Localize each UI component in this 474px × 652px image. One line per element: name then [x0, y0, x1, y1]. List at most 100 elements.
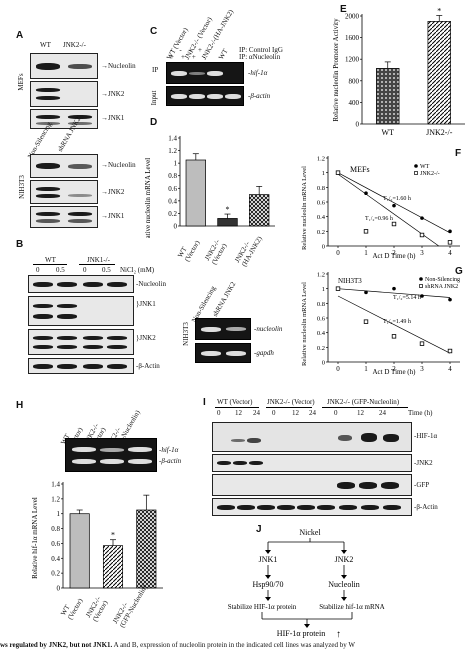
time-label: 12 — [235, 409, 242, 417]
blot-a2-jnk2 — [30, 180, 98, 204]
ytick-label: 1 — [57, 510, 61, 518]
ytick-label: 1.2 — [317, 156, 325, 163]
time-label: 12 — [292, 409, 299, 417]
gel-label-gapdh: -gapdh — [254, 349, 274, 357]
data-point — [420, 216, 424, 220]
blot-b-jnk2 — [28, 329, 134, 355]
trend-line — [337, 288, 451, 298]
ytick-label: 1.2 — [168, 147, 177, 155]
ytick-label: 1 — [174, 160, 178, 168]
ytick-label: 0 — [57, 585, 61, 593]
ytick-label: 400 — [349, 99, 360, 107]
panel-label-g: G — [455, 266, 463, 277]
ytick-label: 0.8 — [317, 185, 325, 192]
ytick-label: 0.2 — [168, 210, 177, 218]
bar — [185, 159, 206, 227]
ytick-label: 0.2 — [51, 570, 60, 578]
xtick-label: 1 — [364, 365, 368, 373]
ytick-label: 1200 — [345, 56, 360, 64]
g-group: NIH3T3 — [338, 277, 362, 285]
ytick-label: 0.6 — [51, 540, 60, 548]
bar — [102, 545, 124, 589]
band-label-b-jnk2: }JNK2 — [136, 334, 156, 342]
blot-i-hif — [212, 422, 412, 452]
gel-h — [65, 438, 157, 472]
time-label: 0 — [272, 409, 276, 417]
gel-b-gapdh — [195, 343, 251, 363]
ytick-label: 0.8 — [51, 525, 60, 533]
ytick-label: 1.2 — [317, 272, 325, 279]
c-ip-nucleolin: IP: αNucleolin — [239, 53, 281, 61]
panel-label-i: I — [203, 397, 206, 408]
chart-d: Relative nucleolin mRNA Level 0 0.2 0.4 0.6… — [144, 135, 275, 238]
gel-c-ip — [166, 62, 244, 84]
ytick-label: 0 — [174, 223, 178, 231]
dose-3: 0.5 — [102, 266, 111, 274]
ytick-label: 0.4 — [317, 214, 326, 221]
ytick-label: 0 — [356, 121, 360, 129]
band-label-a-jnk2: →JNK2 — [101, 90, 125, 98]
j-stab-right: Stabilize hif-1α mRNA — [319, 603, 385, 611]
c-col-3: WT — [217, 47, 230, 61]
data-point — [391, 334, 397, 339]
i-group-0: WT (Vector) — [217, 398, 253, 406]
gel-group-nih3t3: NIH3T3 — [182, 322, 190, 346]
band-label-b-jnk1: }JNK1 — [136, 300, 156, 308]
group-label-b-wt: WT — [45, 256, 56, 264]
ytick-label: 0.6 — [168, 185, 177, 193]
xtick-label: 3 — [420, 249, 424, 257]
data-point — [364, 290, 368, 295]
g-xlabel: Act D Time (h) — [373, 368, 417, 376]
ytick-label: 1.2 — [51, 495, 60, 503]
dose-2: 0 — [83, 266, 87, 274]
col-label-jnk2: JNK2-/- — [63, 41, 86, 49]
blot-i-gfp — [212, 474, 412, 496]
f-legend-wt: WT — [420, 164, 430, 170]
j-nickel: Nickel — [299, 528, 321, 537]
ytick-label: 0.6 — [317, 316, 326, 323]
panel-label-j: J — [256, 524, 262, 535]
c-signs-nucleolin: + + + - — [170, 53, 206, 61]
caption-bold: ws regulated by JNK2, but not JNK1. — [0, 641, 113, 649]
ytick-label: 0 — [322, 360, 325, 367]
panel-label-h: H — [16, 400, 24, 411]
h-cat-0: WT (Vector) — [59, 597, 85, 621]
ytick-label: 2000 — [345, 13, 360, 21]
j-nucleolin: Nucleolin — [328, 580, 360, 589]
data-point — [392, 203, 396, 208]
panel-label-c: C — [150, 26, 158, 37]
c-ip-control: IP: Control IgG — [239, 46, 283, 54]
i-band-hif: -HIF-1α — [414, 432, 438, 440]
d-cat-0: WT (Vector) — [176, 239, 202, 263]
figure-caption: ws regulated by JNK2, but not JNK1. A an… — [0, 640, 474, 650]
xtick-label: 2 — [392, 249, 396, 257]
i-group-2: JNK2-/- (GFP-Nucleolin) — [327, 398, 400, 406]
group-label-mefs: MEFs — [17, 73, 25, 91]
dose-1: 0.5 — [56, 266, 65, 274]
blot-a2-nucleolin — [30, 154, 98, 178]
blot-a2-jnk1 — [30, 206, 98, 228]
data-point — [364, 191, 368, 195]
j-stab-left: Stabilize HIF-1α protein — [228, 603, 297, 611]
time-label: 12 — [357, 409, 364, 417]
bar — [248, 194, 270, 227]
blot-a-nucleolin — [30, 53, 98, 79]
ytick-label: 1600 — [345, 34, 360, 42]
e-star: * — [437, 8, 441, 15]
data-point — [447, 240, 453, 245]
panel-label-e: E — [340, 4, 347, 15]
e-ylabel: Relative nucleolin Promoter Activity — [332, 18, 340, 122]
band-label-a-jnk1: →JNK1 — [101, 114, 125, 122]
gel-b-nucleolin — [195, 318, 251, 340]
bar — [376, 68, 400, 125]
bar — [427, 21, 451, 125]
chart-h: Relative hif-1α mRNA Level 0 0.2 0.4 0.6 0.8… — [31, 481, 163, 593]
h-ylabel: Relative hif-1α mRNA Level — [31, 497, 39, 579]
c-signs-control: - - - + — [170, 46, 202, 54]
time-label: 24 — [379, 409, 386, 417]
ytick-label: 1.4 — [168, 135, 177, 143]
c-row-ip: IP — [152, 66, 159, 74]
ytick-label: 0.2 — [317, 229, 325, 236]
g-legend-ns: Non-Silencing — [425, 277, 460, 283]
blot-b-nucleolin — [28, 275, 134, 293]
